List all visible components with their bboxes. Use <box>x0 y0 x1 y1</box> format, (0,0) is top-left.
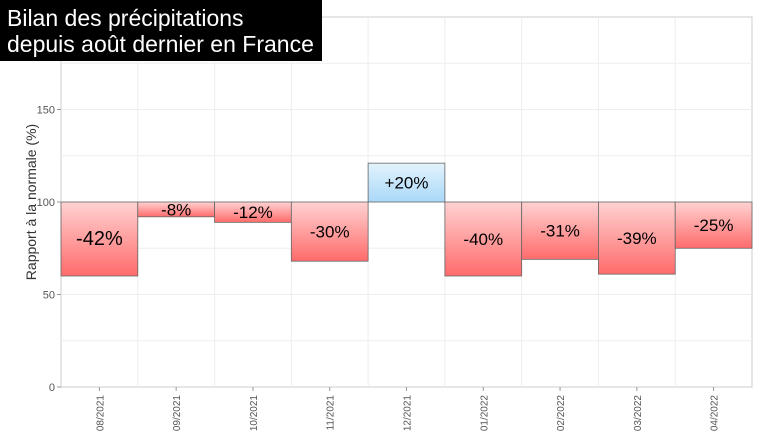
bar <box>367 162 446 203</box>
bar <box>290 201 369 262</box>
y-axis-label: Rapport à la normale (%) <box>23 124 39 280</box>
y-tick-label: 50 <box>43 290 55 302</box>
chart-title: Bilan des précipitations depuis août der… <box>0 0 322 61</box>
bars: -42% -8% -12% -30% +20% -40% -31% -39% -25% <box>60 162 753 277</box>
x-tick-label: 08/2021 <box>95 395 106 432</box>
bar-value-label: -30% <box>310 223 350 242</box>
x-tick-label: 03/2022 <box>633 395 644 432</box>
title-line-1: Bilan des précipitations <box>7 5 244 31</box>
x-tick-label: 09/2021 <box>172 395 183 432</box>
bar-value-label: -31% <box>540 222 580 241</box>
x-tick-label: 04/2022 <box>710 395 721 432</box>
x-tick-label: 10/2021 <box>249 395 260 432</box>
x-tick-label: 11/2021 <box>326 395 337 431</box>
bar <box>598 201 676 275</box>
bar-value-label: +20% <box>385 174 429 193</box>
bar-value-label: -25% <box>694 216 734 235</box>
bar-value-label: -40% <box>463 230 503 249</box>
title-line-2: depuis août dernier en France <box>7 31 314 57</box>
bar <box>674 201 753 249</box>
bar-value-label: -42% <box>76 228 123 250</box>
x-axis-ticks: 08/2021 09/2021 10/2021 11/2021 12/2021 01/20… <box>95 387 721 432</box>
x-tick-label: 12/2021 <box>403 395 414 432</box>
bar <box>60 201 139 277</box>
bar-value-label: -8% <box>161 200 191 219</box>
bar-value-label: -12% <box>233 203 273 222</box>
y-axis-ticks: 0 50 100 150 <box>37 105 61 394</box>
x-tick-label: 01/2022 <box>479 395 490 432</box>
y-tick-label: 150 <box>37 105 55 117</box>
x-tick-label: 02/2022 <box>556 395 567 432</box>
bar <box>444 201 523 277</box>
y-tick-label: 0 <box>49 382 55 394</box>
y-tick-label: 100 <box>37 197 55 209</box>
bar-value-label: -39% <box>617 229 657 248</box>
